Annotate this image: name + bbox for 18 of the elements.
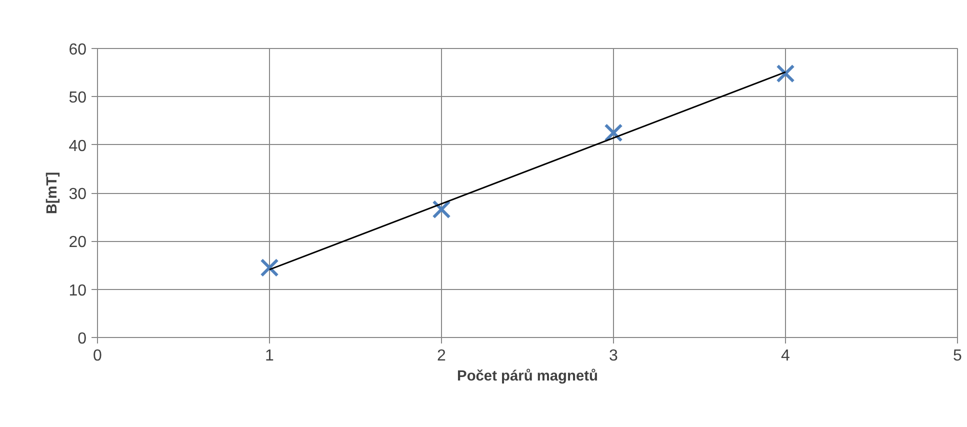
point (260, 258, 279, 277)
y-axis-title: B[mT] (44, 172, 61, 214)
y-tick-label: 40 (68, 138, 87, 155)
x-tick-label: 5 (953, 348, 962, 364)
x-tick-label: 4 (781, 348, 790, 364)
x-tick-label: 1 (265, 348, 274, 364)
y-tick-label: 30 (68, 186, 87, 203)
x-axis-title: Počet párů magnetů (457, 368, 598, 384)
x-tick-label: 3 (609, 348, 618, 364)
point (776, 64, 795, 83)
y-tick-label: 60 (68, 42, 87, 58)
y-tick-label: 50 (68, 90, 87, 107)
point (604, 124, 623, 142)
x-tick-label: 2 (437, 348, 446, 364)
y-tick-label: 10 (68, 282, 87, 300)
y-tick-label: 20 (68, 234, 87, 252)
y-tick-label: 0 (78, 330, 87, 348)
x-tick-label: 0 (93, 348, 102, 364)
